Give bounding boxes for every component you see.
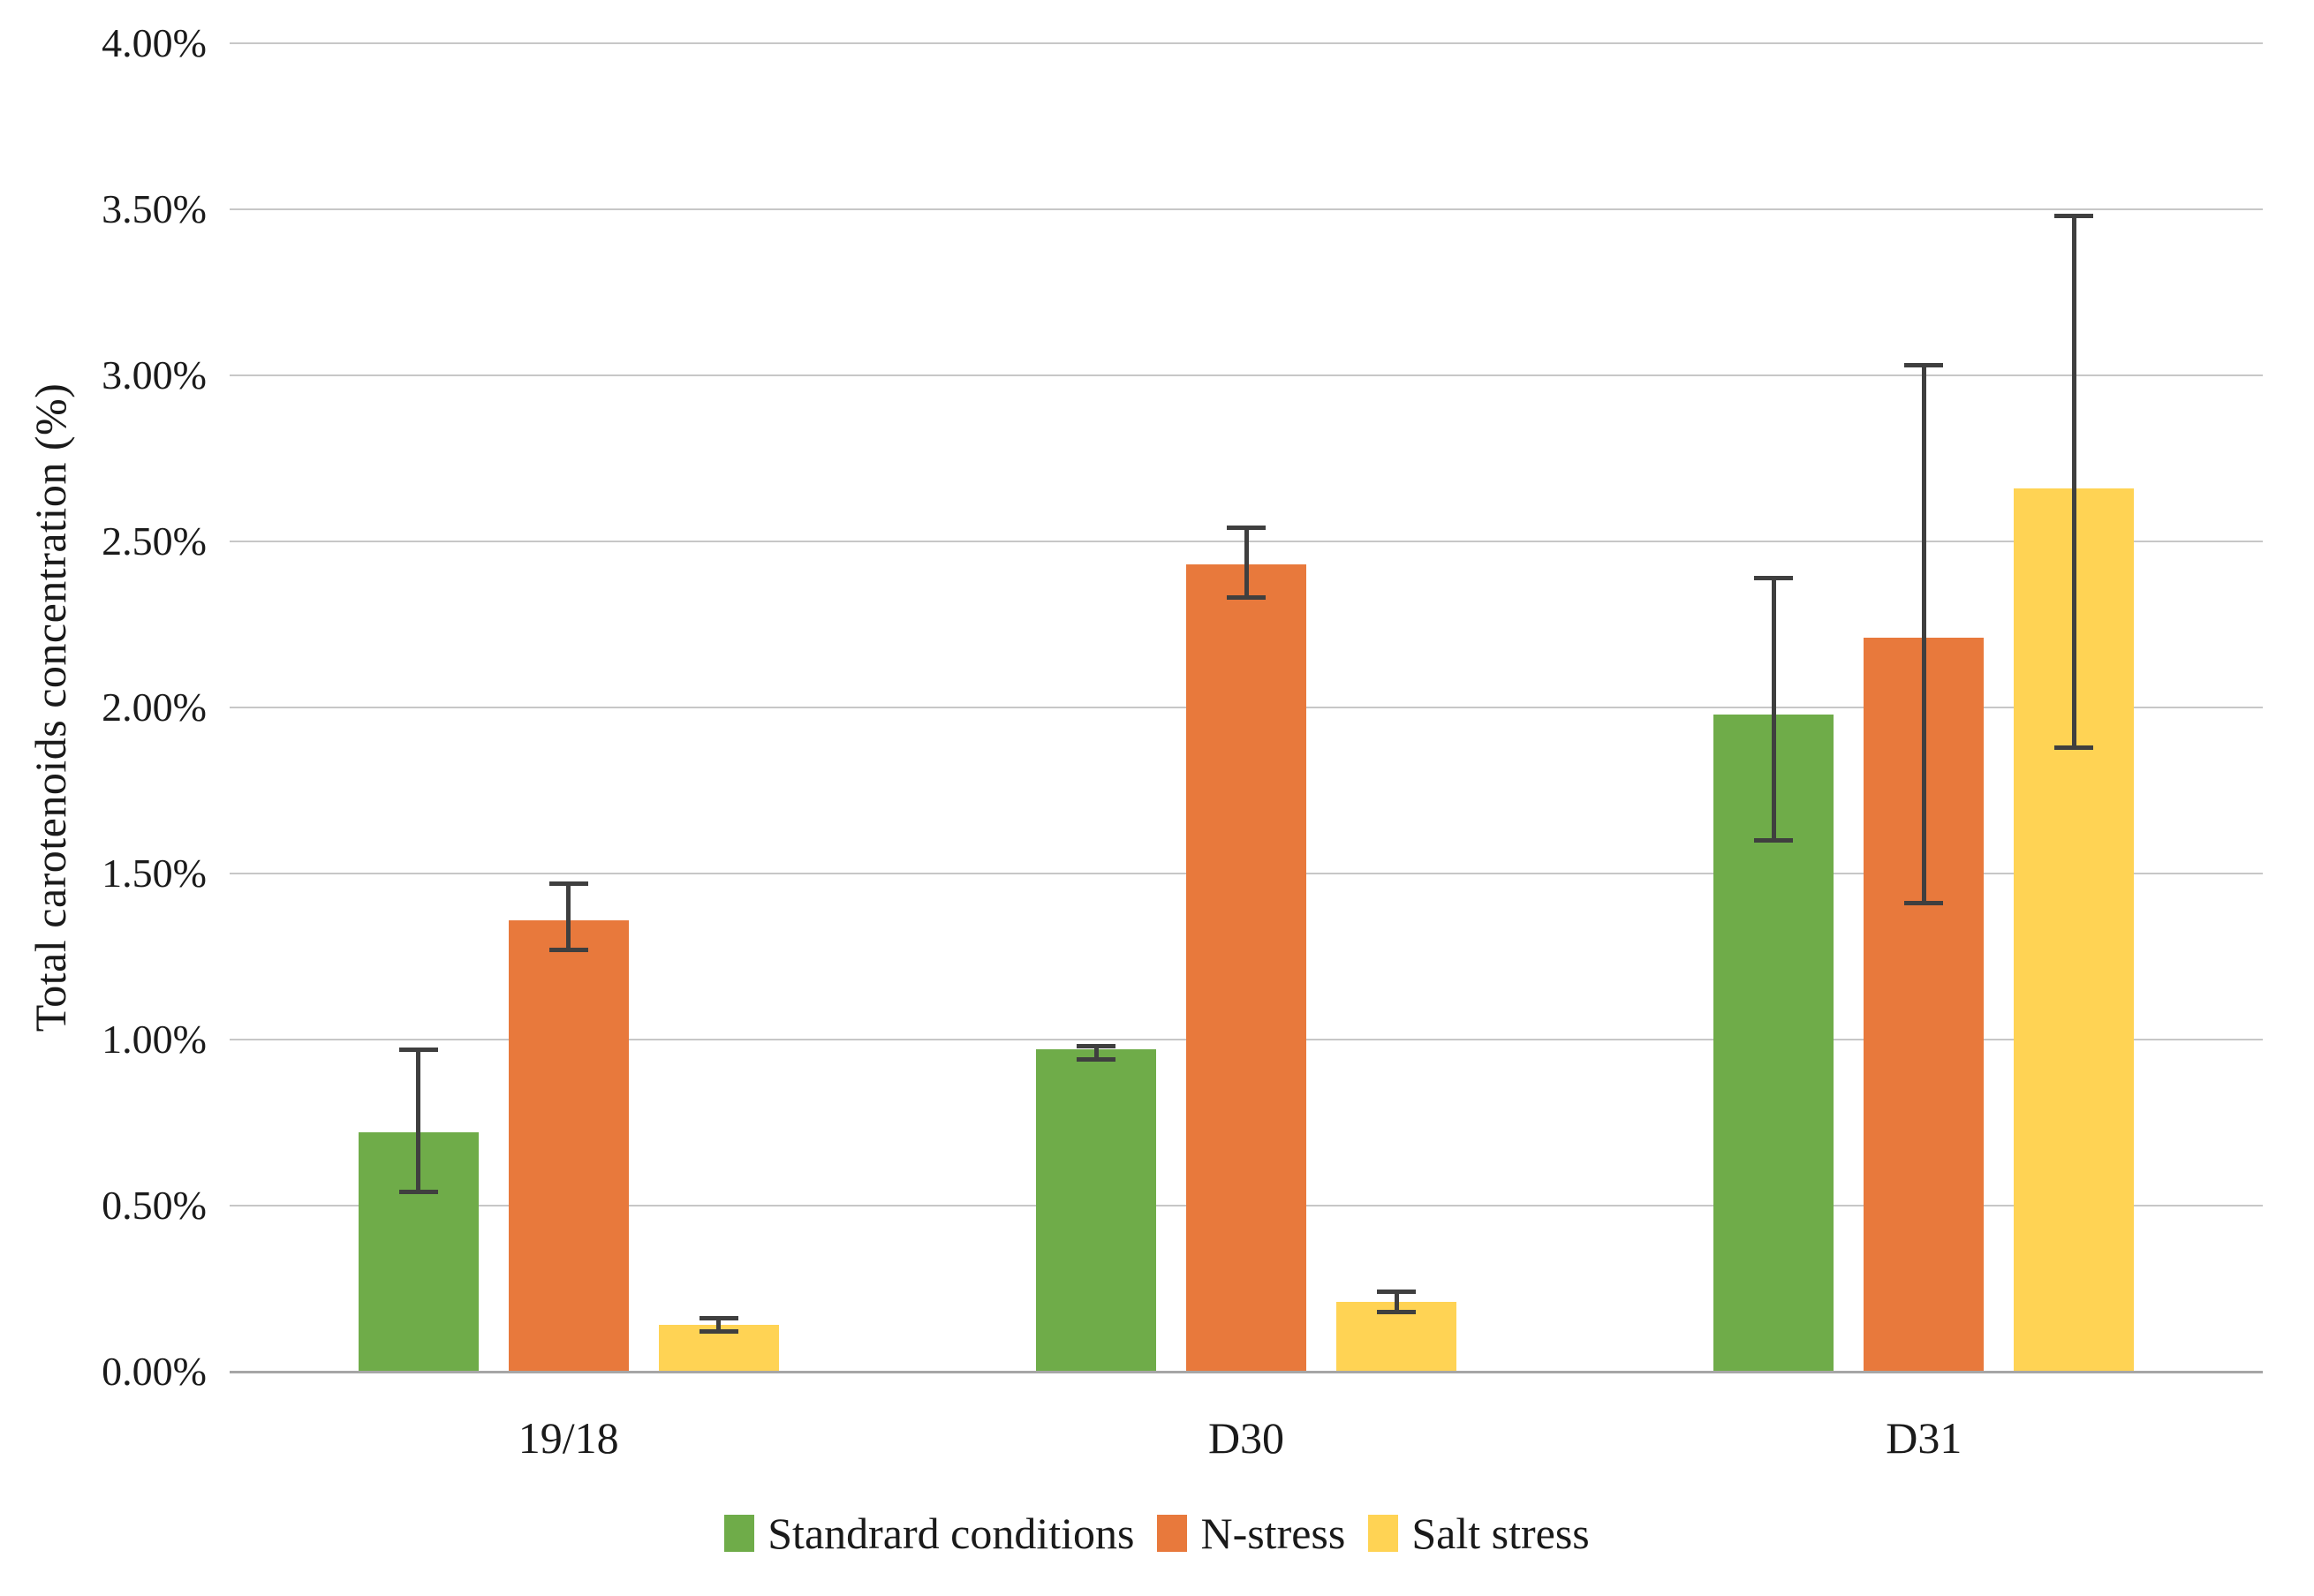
error-bar-cap: [1904, 901, 1944, 906]
y-tick-label: 1.50%: [102, 851, 207, 896]
error-bar-cap: [1904, 363, 1944, 368]
error-bar-line: [1771, 578, 1776, 841]
error-bar-cap: [548, 881, 588, 886]
y-tick-label: 3.50%: [102, 186, 207, 231]
gridline: [230, 42, 2263, 44]
y-tick-label: 0.50%: [102, 1183, 207, 1228]
error-bar-cap: [1227, 526, 1266, 531]
y-tick-label: 1.00%: [102, 1017, 207, 1062]
legend: Standrard conditions N-stress Salt stress: [0, 1507, 2314, 1560]
legend-item-salt-stress: Salt stress: [1368, 1507, 1590, 1560]
error-bar-cap: [2054, 745, 2094, 750]
error-bar-line: [1394, 1291, 1399, 1312]
bar-standrard-conditions: [1036, 1049, 1156, 1372]
error-bar-cap: [1077, 1044, 1115, 1049]
error-bar-cap: [548, 947, 588, 952]
error-bar-line: [2071, 216, 2076, 748]
y-tick-label: 2.50%: [102, 518, 207, 564]
error-bar-cap: [1377, 1290, 1416, 1295]
y-tick-label: 0.00%: [102, 1349, 207, 1394]
legend-label: Standrard conditions: [768, 1509, 1135, 1558]
legend-item-standrard-conditions: Standrard conditions: [724, 1507, 1134, 1560]
error-bar-cap: [1754, 575, 1794, 580]
gridline: [230, 208, 2263, 210]
y-tick-label: 4.00%: [102, 20, 207, 65]
legend-item-n-stress: N-stress: [1157, 1507, 1345, 1560]
x-axis-line: [230, 1371, 2263, 1373]
category-label-d30: D30: [1207, 1413, 1285, 1463]
error-bar-cap: [398, 1190, 438, 1195]
category-label-d31: D31: [1886, 1413, 1962, 1463]
error-bar-line: [1921, 365, 1926, 904]
legend-label: N-stress: [1200, 1509, 1346, 1558]
gridline: [230, 374, 2263, 376]
error-bar-line: [1244, 527, 1249, 598]
legend-swatch-standrard-conditions: [724, 1515, 755, 1552]
error-bar-cap: [2054, 214, 2094, 219]
category-label-19-18: 19/18: [518, 1413, 619, 1463]
error-bar-cap: [699, 1316, 738, 1321]
legend-swatch-n-stress: [1157, 1515, 1188, 1552]
bar-n-stress: [1186, 564, 1306, 1372]
bar-n-stress: [508, 919, 629, 1372]
error-bar-cap: [398, 1047, 438, 1052]
y-tick-label: 3.00%: [102, 352, 207, 397]
error-bar-cap: [1077, 1057, 1115, 1063]
error-bar-cap: [1227, 595, 1266, 601]
error-bar-line: [566, 883, 571, 950]
error-bar-line: [1093, 1046, 1099, 1060]
legend-label: Salt stress: [1411, 1509, 1590, 1558]
error-bar-cap: [1754, 837, 1794, 843]
error-bar-line: [416, 1049, 421, 1192]
error-bar-cap: [1377, 1309, 1416, 1314]
error-bar-line: [716, 1318, 722, 1332]
error-bar-cap: [699, 1329, 738, 1335]
legend-swatch-salt-stress: [1368, 1515, 1399, 1552]
y-tick-label: 2.00%: [102, 685, 207, 730]
